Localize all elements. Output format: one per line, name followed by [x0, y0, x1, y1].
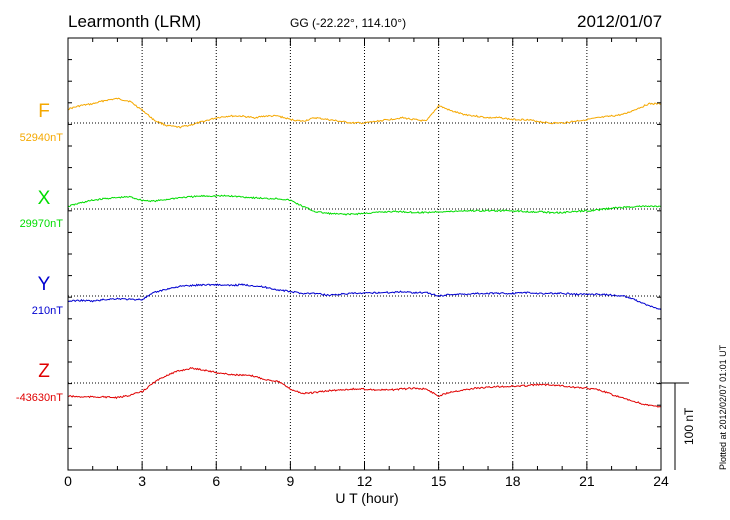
x-tick-label-0: 0	[64, 473, 72, 489]
x-tick-label-18: 18	[505, 473, 521, 489]
vertical-grid	[141, 38, 588, 470]
x-axis-title: U T (hour)	[335, 490, 398, 506]
data-traces	[67, 97, 662, 408]
x-tick-label-6: 6	[212, 473, 220, 489]
series-line-Z	[67, 367, 662, 408]
y-minor-ticks	[68, 37, 661, 471]
plot-date: 2012/01/07	[577, 12, 663, 31]
x-tick-label-21: 21	[579, 473, 595, 489]
station-coordinates: GG (-22.22°, 114.10°)	[290, 16, 407, 30]
x-ticks: 0 3 6 9 12 15 18 21 24	[64, 38, 669, 489]
channel-name-F: F	[38, 101, 50, 122]
series-line-X	[67, 194, 662, 216]
x-tick-label-15: 15	[431, 473, 447, 489]
x-tick-label-24: 24	[653, 473, 669, 489]
x-tick-label-12: 12	[357, 473, 373, 489]
channel-name-Y: Y	[38, 274, 51, 295]
baseline-label-F: 52940nT	[20, 132, 64, 144]
baseline-label-X: 29970nT	[20, 218, 64, 230]
channel-name-Z: Z	[38, 361, 50, 382]
scale-bar-label: 100 nT	[682, 407, 696, 445]
scale-bar: 100 nT	[661, 382, 696, 470]
x-tick-label-9: 9	[286, 473, 294, 489]
series-line-Y	[67, 283, 662, 311]
channel-name-X: X	[38, 188, 51, 209]
station-title: Learmonth (LRM)	[68, 12, 202, 31]
x-tick-label-3: 3	[138, 473, 146, 489]
channel-labels: F 52940nT X 29970nT Y 210nT Z -43630nT	[16, 101, 63, 404]
series-line-F	[67, 97, 662, 129]
baseline-label-Y: 210nT	[32, 305, 63, 317]
baseline-label-Z: -43630nT	[16, 392, 63, 404]
